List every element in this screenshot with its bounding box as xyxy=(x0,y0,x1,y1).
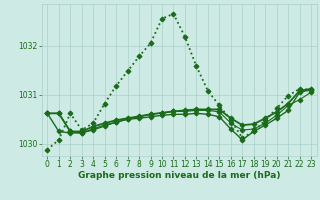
X-axis label: Graphe pression niveau de la mer (hPa): Graphe pression niveau de la mer (hPa) xyxy=(78,171,280,180)
